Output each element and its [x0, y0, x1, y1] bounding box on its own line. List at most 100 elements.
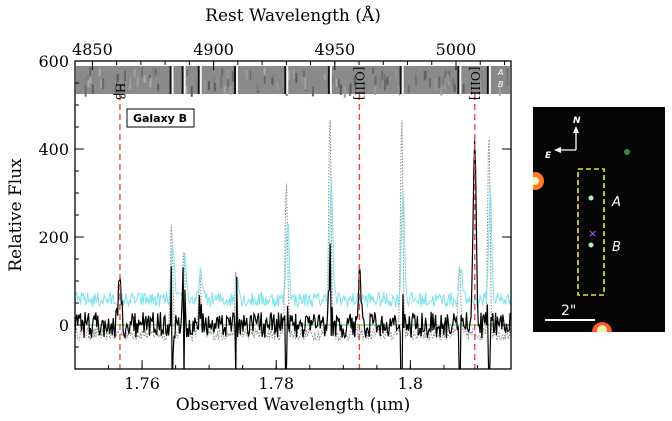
strip-noise-speck: [434, 79, 437, 91]
strip-noise-speck: [444, 78, 447, 90]
bright-source-bottom-core: [597, 325, 607, 332]
strip-noise-speck: [335, 79, 338, 88]
scale-label: 2": [561, 303, 576, 319]
strip-noise-speck: [237, 81, 240, 90]
strip-noise-speck: [444, 70, 447, 79]
top-axis-label: Rest Wavelength (Å): [205, 5, 381, 26]
strip-noise-speck: [302, 70, 305, 78]
strip-noise-speck: [194, 70, 197, 78]
strip-noise-speck: [504, 84, 507, 94]
strip-noise-speck: [383, 73, 386, 81]
strip-noise-speck: [245, 70, 248, 80]
strip-noise-speck: [337, 79, 340, 88]
strip-noise-speck: [353, 75, 356, 87]
strip-sky-dark-5: [327, 66, 330, 94]
top-tick-label-0: 4850: [72, 40, 113, 59]
strip-noise-speck: [452, 78, 455, 87]
strip-noise-speck: [398, 85, 401, 96]
galaxy-spectrum-series: [75, 140, 511, 369]
strip-noise-speck: [496, 77, 499, 85]
strip-noise-speck: [478, 80, 481, 92]
strip-noise-speck: [154, 68, 157, 76]
strip-noise-speck: [287, 70, 290, 81]
strip-sky-dark-8: [486, 66, 489, 94]
strip-noise-speck: [176, 81, 179, 91]
strip-noise-speck: [292, 68, 295, 79]
strip-sky-light-7: [459, 66, 462, 94]
strip-noise-speck: [120, 71, 123, 81]
source-b: [588, 242, 594, 248]
strip-noise-speck: [190, 85, 193, 97]
x-tick-label-2: 1.8: [398, 374, 423, 393]
strip-noise-speck: [263, 68, 266, 76]
image-panel: [533, 107, 665, 332]
strip-noise-speck: [87, 79, 90, 88]
strip-noise-speck: [378, 77, 381, 89]
strip-noise-speck: [213, 77, 216, 88]
strip-sky-light-5: [329, 66, 332, 94]
compass-north-arrowhead: [573, 126, 579, 133]
strip-sky-dark-3: [233, 66, 236, 94]
strip-noise-speck: [141, 67, 143, 78]
source-green: [624, 149, 630, 155]
strip-sky-dark-7: [457, 66, 460, 94]
strip-noise-speck: [186, 69, 189, 76]
strip-sky-dark-6: [399, 66, 402, 94]
strip-noise-speck: [442, 76, 445, 84]
y-tick-label-1: 200: [38, 228, 69, 247]
strip-noise-speck: [223, 86, 226, 95]
compass-east-arrowhead: [554, 147, 561, 153]
strip-noise-speck: [462, 84, 465, 94]
y-tick-label-3: 600: [38, 52, 69, 71]
strip-noise-speck: [207, 81, 210, 91]
strip-noise-speck: [157, 83, 160, 91]
strip-noise-speck: [226, 69, 229, 79]
strip-noise-speck: [213, 83, 216, 92]
strip-sky-light-8: [488, 66, 491, 94]
strip-noise-speck: [190, 76, 193, 87]
strip-sky-dark-0: [169, 66, 172, 94]
strip-noise-speck: [149, 77, 152, 88]
strip-noise-speck: [374, 86, 377, 95]
strip-noise-speck: [84, 85, 87, 97]
strip-noise-speck: [119, 85, 122, 92]
strip-noise-speck: [98, 68, 101, 77]
strip-noise-speck: [143, 74, 146, 83]
sky-spectrum-series: [75, 120, 511, 343]
compass-n-label: N: [573, 116, 581, 126]
strip-noise-speck: [372, 67, 374, 74]
strip-noise-speck: [216, 74, 219, 83]
strip-noise-speck: [86, 74, 89, 84]
strip-noise-speck: [221, 68, 224, 77]
strip-noise-speck: [506, 68, 509, 77]
strip-noise-speck: [89, 67, 92, 77]
strip-sky-light-2: [199, 66, 202, 94]
strip-noise-speck: [124, 70, 126, 82]
strip-noise-speck: [133, 68, 136, 77]
strip-sky-dark-1: [181, 66, 184, 94]
strip-noise-speck: [249, 70, 252, 80]
strip-noise-speck: [229, 86, 232, 95]
strip-noise-speck: [278, 78, 281, 86]
strip-noise-speck: [300, 76, 303, 84]
strip-noise-speck: [116, 74, 119, 83]
y-tick-label-0: 0: [59, 316, 69, 335]
strip-noise-speck: [349, 83, 352, 95]
strip-noise-speck: [114, 85, 117, 93]
strip-noise-speck: [136, 78, 139, 87]
strip-sky-light-3: [235, 66, 238, 94]
strip-noise-speck: [128, 77, 131, 89]
strip-noise-speck: [276, 81, 279, 90]
strip-noise-speck: [331, 76, 334, 84]
strip-noise-speck: [231, 71, 234, 82]
x-tick-label-1: 1.78: [258, 374, 294, 393]
strip-noise-speck: [83, 78, 86, 89]
strip-noise-speck: [424, 70, 427, 79]
strip-noise-speck: [506, 75, 509, 86]
strip-noise-speck: [492, 82, 495, 92]
strip-sky-dark-2: [197, 66, 200, 94]
strip-noise-speck: [438, 76, 441, 88]
strip-noise-speck: [152, 67, 155, 79]
strip-noise-speck: [446, 73, 449, 83]
